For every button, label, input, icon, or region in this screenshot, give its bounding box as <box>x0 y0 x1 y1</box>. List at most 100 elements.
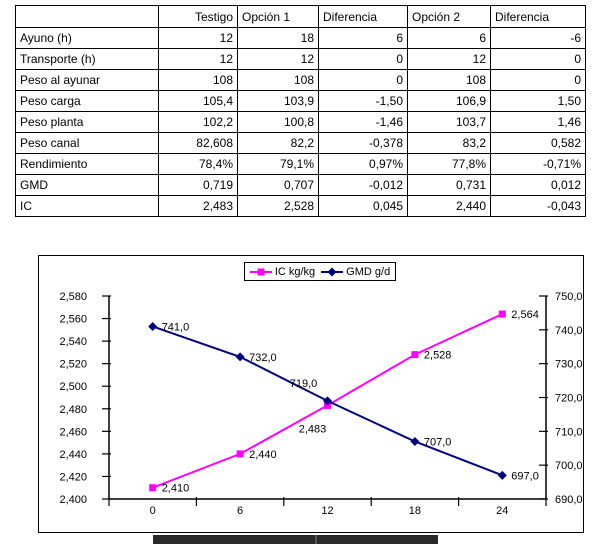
table-cell: 0 <box>318 69 408 91</box>
svg-text:2,564: 2,564 <box>511 309 539 321</box>
svg-text:6: 6 <box>237 505 243 517</box>
svg-text:690,0: 690,0 <box>555 494 582 506</box>
svg-text:719,0: 719,0 <box>290 378 318 390</box>
row-label: Rendimiento <box>15 153 159 175</box>
svg-text:732,0: 732,0 <box>249 352 277 364</box>
legend-label: GMD g/d <box>346 265 391 278</box>
header-diferencia-2: Diferencia <box>490 5 586 28</box>
table-row: Peso al ayunar 108 108 0 108 0 <box>15 69 586 91</box>
table-cell: 103,9 <box>237 90 319 112</box>
table-row: GMD 0,719 0,707 -0,012 0,731 0,012 <box>15 174 586 196</box>
row-label: IC <box>15 195 159 217</box>
table-cell: 83,2 <box>407 132 491 154</box>
svg-text:710,0: 710,0 <box>555 426 582 438</box>
table-cell: 18 <box>237 27 319 49</box>
table-cell: 1,50 <box>490 90 586 112</box>
chart-legend: IC kg/kg GMD g/d <box>244 262 396 281</box>
table-cell: -1,46 <box>318 111 408 133</box>
table-cell: 12 <box>407 48 491 70</box>
table-cell: -0,71% <box>490 153 586 175</box>
table-cell: 103,7 <box>407 111 491 133</box>
row-label: Peso al ayunar <box>15 69 159 91</box>
svg-text:741,0: 741,0 <box>162 321 190 333</box>
table-cell: 2,440 <box>407 195 491 217</box>
table-cell: 78,4% <box>158 153 238 175</box>
header-testigo: Testigo <box>158 5 238 28</box>
svg-text:2,480: 2,480 <box>59 404 87 416</box>
table-cell: 0,582 <box>490 132 586 154</box>
table-cell: 0,707 <box>237 174 319 196</box>
svg-text:2,460: 2,460 <box>59 426 87 438</box>
table-cell: 0 <box>318 48 408 70</box>
row-label: Transporte (h) <box>15 48 159 70</box>
table-row: Peso canal 82,608 82,2 -0,378 83,2 0,582 <box>15 132 586 154</box>
table-cell: -0,378 <box>318 132 408 154</box>
svg-text:700,0: 700,0 <box>555 460 582 472</box>
table-cell: 0 <box>490 69 586 91</box>
table-cell: 108 <box>158 69 238 91</box>
svg-text:707,0: 707,0 <box>424 436 452 448</box>
table-row: Transporte (h) 12 12 0 12 0 <box>15 48 586 70</box>
header-opcion-1: Opción 1 <box>237 5 319 28</box>
row-label: GMD <box>15 174 159 196</box>
svg-text:2,440: 2,440 <box>249 449 277 461</box>
table-cell: 108 <box>407 69 491 91</box>
table-cell: 82,2 <box>237 132 319 154</box>
svg-text:2,440: 2,440 <box>59 449 87 461</box>
table-cell: -0,043 <box>490 195 586 217</box>
table-cell: 105,4 <box>158 90 238 112</box>
bottom-dark-bar[interactable] <box>153 535 438 544</box>
line-chart: IC kg/kg GMD g/d 2,400 2,420 2,440 2,460 2,48… <box>38 255 584 533</box>
header-opcion-2: Opción 2 <box>407 5 491 28</box>
table-cell: 1,46 <box>490 111 586 133</box>
svg-text:2,528: 2,528 <box>424 350 452 362</box>
table-cell: 6 <box>407 27 491 49</box>
header-diferencia-1: Diferencia <box>318 5 408 28</box>
svg-text:720,0: 720,0 <box>555 393 582 405</box>
table-cell: 0,045 <box>318 195 408 217</box>
table-row: IC 2,483 2,528 0,045 2,440 -0,043 <box>15 195 586 217</box>
table-cell: 12 <box>237 48 319 70</box>
table-cell: -1,50 <box>318 90 408 112</box>
svg-text:2,420: 2,420 <box>59 471 87 483</box>
table-cell: 77,8% <box>407 153 491 175</box>
table-cell: 6 <box>318 27 408 49</box>
comparison-table: Testigo Opción 1 Diferencia Opción 2 Dif… <box>15 5 586 217</box>
svg-text:12: 12 <box>321 505 333 517</box>
bottom-dark-bar-divider <box>315 535 317 544</box>
svg-text:0: 0 <box>150 505 156 517</box>
table-row: Peso planta 102,2 100,8 -1,46 103,7 1,46 <box>15 111 586 133</box>
svg-text:2,540: 2,540 <box>59 336 87 348</box>
svg-text:2,483: 2,483 <box>299 423 327 435</box>
table-cell: 12 <box>158 48 238 70</box>
legend-item: IC kg/kg <box>249 265 316 278</box>
chart-plot-area: 2,400 2,420 2,440 2,460 2,480 2,500 2,520 2,540… <box>59 291 582 517</box>
row-label: Peso canal <box>15 132 159 154</box>
table-cell: 0,719 <box>158 174 238 196</box>
table-row: Peso carga 105,4 103,9 -1,50 106,9 1,50 <box>15 90 586 112</box>
legend-diamond-marker-icon <box>321 267 344 276</box>
table-cell: 0,012 <box>490 174 586 196</box>
svg-text:24: 24 <box>496 505 508 517</box>
table-cell: 0 <box>490 48 586 70</box>
table-header-row: Testigo Opción 1 Diferencia Opción 2 Dif… <box>15 5 586 28</box>
table-cell: 82,608 <box>158 132 238 154</box>
table-cell: 0,97% <box>318 153 408 175</box>
svg-text:740,0: 740,0 <box>555 325 582 337</box>
table-row: Ayuno (h) 12 18 6 6 -6 <box>15 27 586 49</box>
legend-item: GMD g/d <box>321 266 390 278</box>
legend-label: IC kg/kg <box>274 265 316 278</box>
row-label: Peso carga <box>15 90 159 112</box>
svg-text:2,560: 2,560 <box>59 314 87 326</box>
svg-text:750,0: 750,0 <box>555 291 582 303</box>
svg-text:2,400: 2,400 <box>59 494 87 506</box>
table-cell: 108 <box>237 69 319 91</box>
row-label: Ayuno (h) <box>15 27 159 49</box>
svg-text:2,580: 2,580 <box>59 291 87 303</box>
table-cell: 79,1% <box>237 153 319 175</box>
svg-text:697,0: 697,0 <box>511 470 539 482</box>
svg-text:2,410: 2,410 <box>162 483 190 495</box>
svg-text:18: 18 <box>409 505 421 517</box>
svg-text:2,520: 2,520 <box>59 359 87 371</box>
table-cell: 102,2 <box>158 111 238 133</box>
